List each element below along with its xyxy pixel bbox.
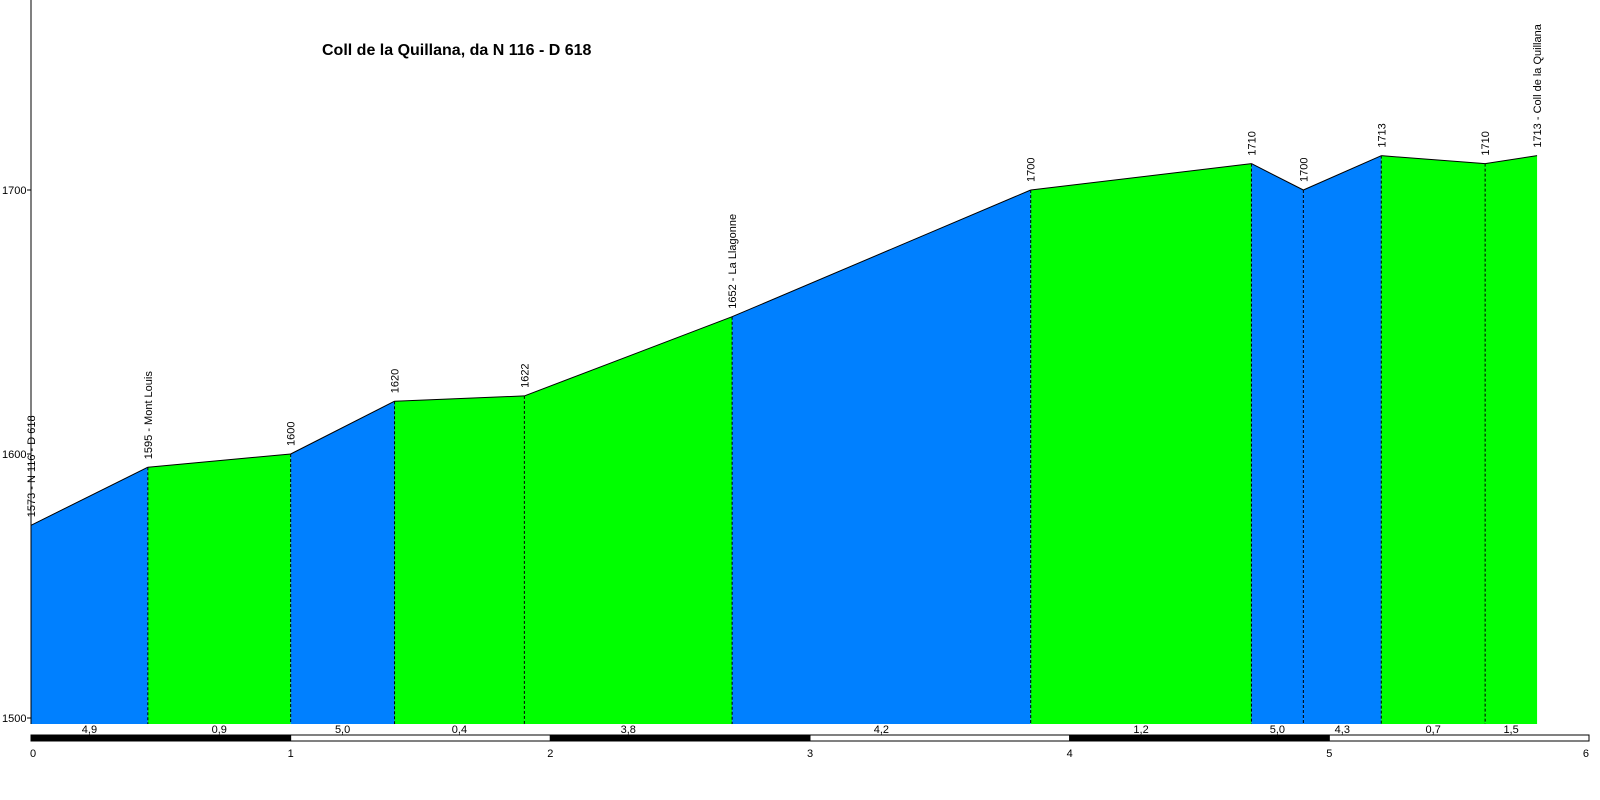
scale-bar-cell	[30, 734, 292, 742]
y-tick-label: 1600	[2, 449, 26, 461]
point-label: 1652 - La Llagonne	[727, 214, 739, 309]
profile-line	[1030, 163, 1252, 191]
gradient-label: 1,5	[1503, 724, 1518, 736]
profile-line	[1303, 155, 1382, 191]
profile-line	[30, 466, 149, 526]
segment-area	[147, 454, 291, 724]
point-labels: 1573 - N 116 - D 618 1595 - Mont Louis 160…	[26, 23, 1544, 517]
gradient-label: 3,8	[621, 724, 636, 736]
x-tick-label: 3	[807, 748, 813, 760]
scale-bar-cell	[809, 734, 1071, 742]
profile-line	[1251, 163, 1304, 191]
point-label: 1573 - N 116 - D 618	[26, 415, 38, 517]
segment-area	[524, 316, 733, 724]
segment-area	[394, 395, 525, 724]
distance-scale-bar	[30, 734, 1590, 742]
segment-area	[290, 401, 395, 724]
profile-line	[731, 189, 1031, 318]
segment-area	[732, 190, 1031, 724]
profile-line	[394, 395, 525, 402]
segment-areas	[30, 155, 1538, 725]
gradient-labels: 4,9 0,9 5,0 0,4 3,8 4,2 1,2 5,0 4,3 0,7 1,5	[82, 724, 1519, 736]
profile-line	[524, 316, 733, 397]
point-label: 1600	[286, 422, 298, 446]
segment-dividers	[147, 155, 1486, 724]
y-tick-label: 1700	[2, 185, 26, 197]
point-label: 1622	[519, 363, 531, 387]
x-tick-label: 5	[1326, 748, 1332, 760]
segment-area	[1485, 155, 1538, 724]
gradient-label: 4,3	[1335, 724, 1350, 736]
y-tick-label: 1500	[2, 713, 26, 725]
point-label: 1713 - Coll de la Quillana	[1532, 23, 1544, 147]
point-label: 1700	[1298, 158, 1310, 182]
profile-line	[147, 453, 291, 468]
point-label: 1700	[1026, 158, 1038, 182]
profile-line	[290, 400, 395, 455]
gradient-label: 4,2	[874, 724, 889, 736]
profile-line	[1381, 155, 1486, 165]
point-label: 1710	[1246, 131, 1258, 155]
profile-line	[1485, 155, 1538, 165]
scale-bar-cell	[290, 734, 551, 742]
point-label: 1713	[1376, 123, 1388, 147]
y-ticks: 1500 1600 1700	[2, 185, 31, 725]
x-tick-label: 0	[30, 748, 36, 760]
x-ticks: 0 1 2 3 4 5 6	[30, 748, 1589, 760]
scale-bar-cell	[549, 734, 811, 742]
point-label: 1620	[390, 369, 402, 393]
gradient-label: 4,9	[82, 724, 97, 736]
x-tick-label: 6	[1583, 748, 1589, 760]
x-tick-label: 2	[547, 748, 553, 760]
gradient-label: 0,4	[452, 724, 467, 736]
scale-bar-cell	[1069, 734, 1330, 742]
gradient-label: 5,0	[335, 724, 350, 736]
segment-area	[1030, 163, 1252, 725]
segment-area	[31, 467, 148, 724]
chart-title: Coll de la Quillana, da N 116 - D 618	[322, 42, 592, 59]
gradient-label: 5,0	[1270, 724, 1285, 736]
gradient-label: 1,2	[1133, 724, 1148, 736]
segment-area	[1251, 163, 1304, 725]
gradient-label: 0,7	[1426, 724, 1441, 736]
point-label: 1710	[1480, 131, 1492, 155]
gradient-label: 0,9	[212, 724, 227, 736]
x-tick-label: 1	[288, 748, 294, 760]
scale-bar-cell	[1328, 734, 1590, 742]
point-label: 1595 - Mont Louis	[143, 371, 155, 460]
segment-area	[1303, 155, 1382, 724]
x-tick-label: 4	[1067, 748, 1073, 760]
segment-area	[1381, 155, 1486, 724]
